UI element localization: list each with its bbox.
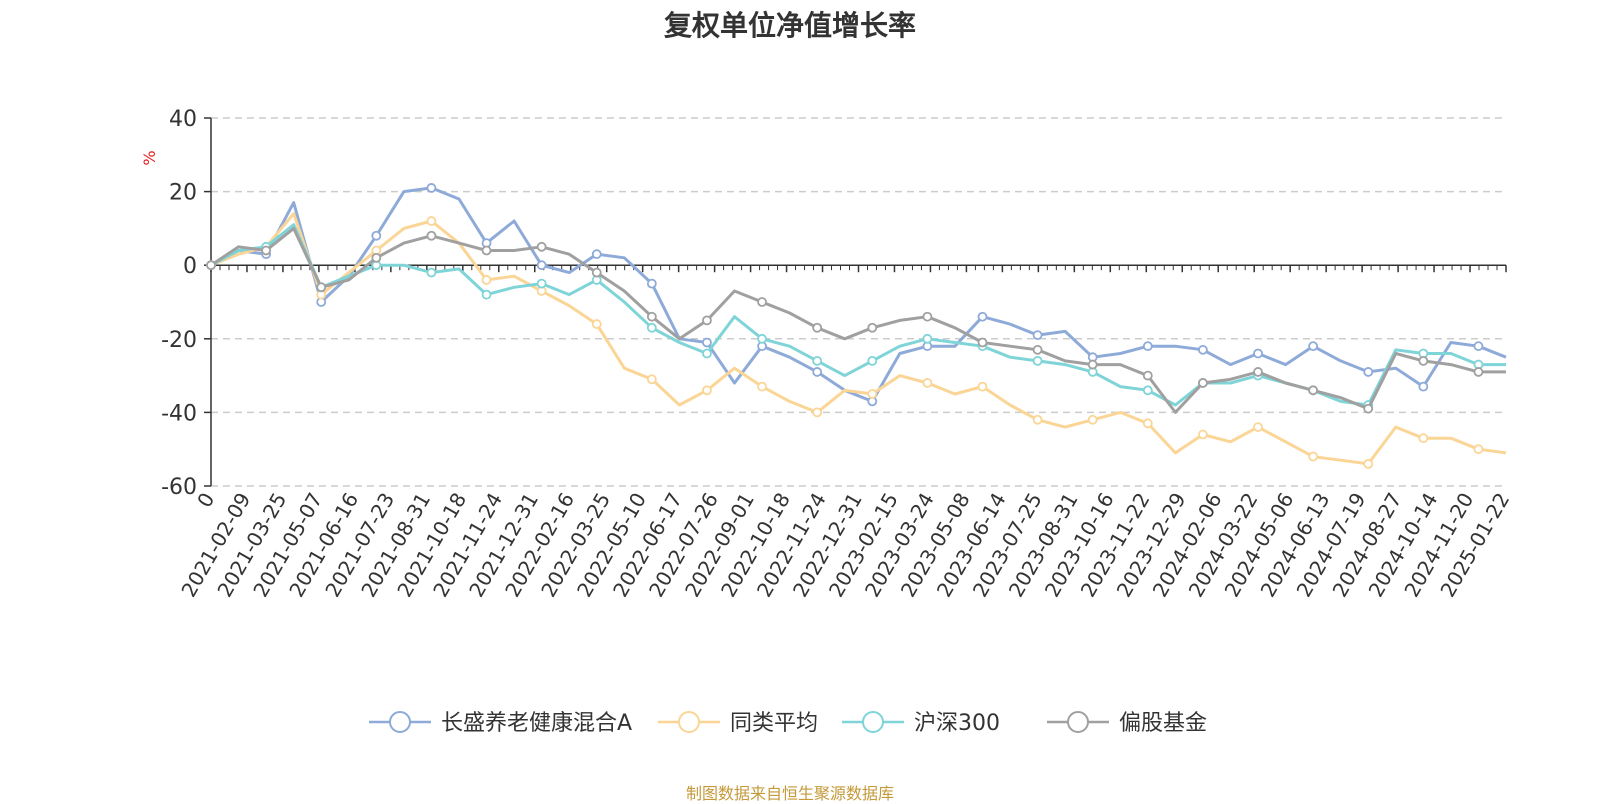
series-point <box>536 278 547 289</box>
legend-item: 长盛养老健康混合A <box>369 711 632 736</box>
series-point <box>646 322 657 333</box>
legend-label: 偏股基金 <box>1119 711 1207 736</box>
series-point <box>371 230 382 241</box>
series-point <box>591 319 602 329</box>
series-point <box>536 241 547 252</box>
series-point <box>1032 330 1043 341</box>
series-point <box>702 385 712 396</box>
y-tick-label: 20 <box>169 181 197 206</box>
series-point <box>922 333 933 344</box>
series-point <box>261 245 272 256</box>
series-point <box>1363 367 1374 377</box>
y-axis-label: % <box>140 150 159 165</box>
series-point <box>1142 341 1153 352</box>
legend-label: 同类平均 <box>730 711 818 736</box>
series-point <box>867 355 878 366</box>
legend-marker <box>389 711 411 733</box>
series-point <box>977 381 988 392</box>
grid-lines <box>211 117 1506 487</box>
series-point <box>757 381 767 392</box>
series-point <box>1253 348 1263 359</box>
series-point <box>1473 367 1484 377</box>
series-point <box>1473 341 1484 352</box>
series-point <box>757 333 767 344</box>
series-point <box>426 230 437 241</box>
series-line-2 <box>210 223 1506 407</box>
series-point <box>702 348 712 359</box>
series-point <box>1308 341 1319 352</box>
x-tick-label: 0 <box>192 489 219 512</box>
series-point <box>481 245 492 256</box>
series-point <box>426 267 437 278</box>
series-point <box>1087 414 1098 425</box>
data-source-note: 制图数据来自恒生聚源数据库 <box>685 784 894 803</box>
series-point <box>591 249 602 260</box>
series-point <box>536 260 547 271</box>
series-point <box>646 311 657 322</box>
series-point <box>1087 359 1098 370</box>
series-point <box>1418 381 1429 392</box>
series-point <box>1418 355 1429 366</box>
series-point <box>702 337 712 348</box>
series-point <box>922 378 933 388</box>
series-lines <box>206 183 1507 469</box>
series-point <box>206 260 216 271</box>
series-point <box>1198 344 1208 355</box>
legend-marker <box>678 711 700 733</box>
series-point <box>1363 403 1374 414</box>
series-point <box>1032 344 1043 355</box>
series-point <box>646 278 657 289</box>
series-point <box>1032 355 1043 366</box>
series-point <box>1308 451 1319 462</box>
series-point <box>977 337 988 348</box>
legend: 长盛养老健康混合A 同类平均 沪深300 偏股基金 <box>369 711 1207 736</box>
series-point <box>1142 385 1153 396</box>
series-line-3 <box>210 226 1506 414</box>
axes: -60-40-2002040%02021-02-092021-03-252021… <box>140 107 1514 601</box>
series-point <box>977 311 988 322</box>
series-point <box>591 267 602 278</box>
series-point <box>757 297 767 307</box>
series-point <box>1253 422 1263 433</box>
series-point <box>1253 367 1263 377</box>
series-point <box>812 367 823 377</box>
legend-marker <box>862 711 884 733</box>
series-point <box>922 311 933 322</box>
series-point <box>867 322 878 333</box>
legend-label: 长盛养老健康混合A <box>441 711 632 736</box>
series-point <box>1308 385 1319 396</box>
series-point <box>1142 370 1153 381</box>
series-point <box>702 315 712 326</box>
series-point <box>1473 444 1484 455</box>
legend-label: 沪深300 <box>914 711 1000 736</box>
y-tick-label: 40 <box>169 107 197 132</box>
series-point <box>812 322 823 333</box>
series-point <box>812 355 823 366</box>
y-tick-label: 0 <box>183 254 197 279</box>
series-point <box>812 407 823 418</box>
series-point <box>1198 378 1208 388</box>
series-point <box>481 289 492 300</box>
series-point <box>481 275 492 285</box>
series-point <box>426 183 437 193</box>
y-tick-label: -60 <box>161 475 197 500</box>
series-point <box>1142 418 1153 429</box>
y-tick-label: -40 <box>161 401 197 426</box>
y-tick-label: -20 <box>161 328 197 353</box>
line-chart: -60-40-2002040%02021-02-092021-03-252021… <box>140 107 1514 736</box>
legend-item: 沪深300 <box>842 711 1000 736</box>
series-point <box>316 282 327 293</box>
series-point <box>426 216 437 226</box>
legend-item: 偏股基金 <box>1047 711 1207 736</box>
chart-title: 复权单位净值增长率 <box>663 9 916 42</box>
series-point <box>1198 429 1208 440</box>
series-point <box>646 374 657 385</box>
legend-marker <box>1067 711 1089 733</box>
series-point <box>1032 414 1043 425</box>
legend-item: 同类平均 <box>658 711 818 736</box>
series-point <box>867 389 878 399</box>
series-point <box>1363 459 1374 469</box>
series-point <box>1418 433 1429 444</box>
series-point <box>371 252 382 263</box>
